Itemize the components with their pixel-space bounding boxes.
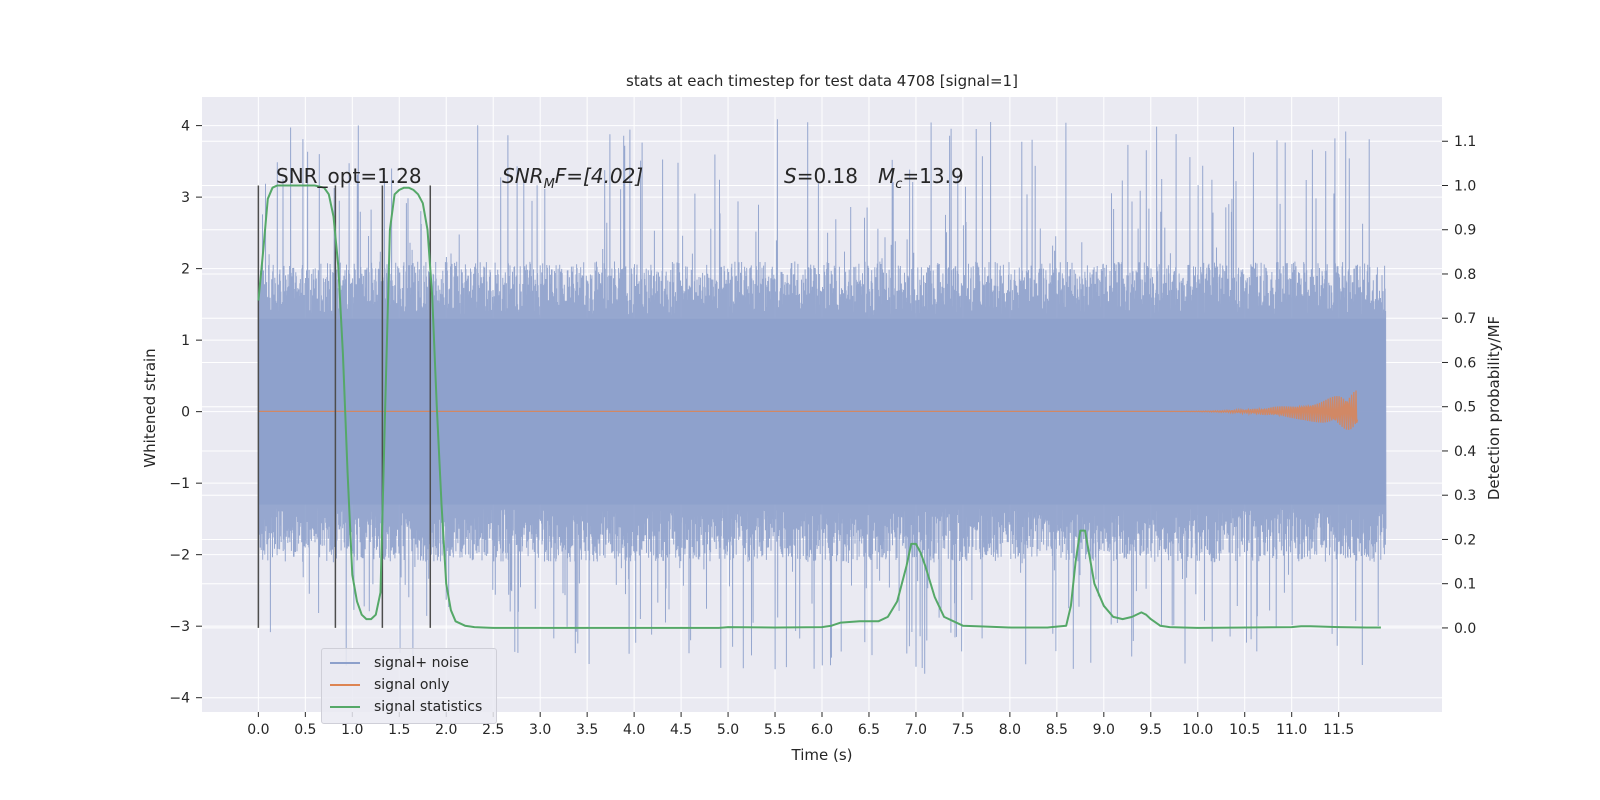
noise-trace [257, 119, 1387, 674]
legend-item-signal-plus-noise: signal+ noise [330, 652, 469, 674]
statistics-line [257, 184, 1381, 629]
x-axis-label: Time (s) [791, 746, 853, 764]
y-tick-label: 4 [181, 119, 190, 135]
s-value: =0.18 [796, 164, 858, 188]
x-tick-label: 10.5 [1229, 722, 1260, 738]
right-y-tick-label: 0.1 [1454, 577, 1476, 593]
snr-opt-text: SNR_opt=1.28 [276, 164, 422, 188]
chart-title: stats at each timestep for test data 470… [626, 72, 1018, 90]
signal-statistics-series [257, 184, 1381, 629]
y-tick-label: −2 [169, 548, 190, 564]
right-y-axis-label: Detection probability/MF [1485, 315, 1503, 501]
right-y-tick-label: 0.7 [1454, 311, 1476, 327]
x-tick-label: 11.0 [1276, 722, 1307, 738]
snr-opt-annotation: SNR_opt=1.28 [276, 164, 422, 188]
y-tick-label: −1 [169, 476, 190, 492]
x-tick-label: 7.0 [905, 722, 927, 738]
x-tick-label: 3.0 [529, 722, 551, 738]
y-tick-label: −3 [169, 619, 190, 635]
mc-value: =13.9 [902, 164, 964, 188]
snr-mf-symbol: SNR [502, 164, 544, 188]
x-tick-label: 9.5 [1140, 722, 1162, 738]
right-y-tick-label: 0.0 [1454, 621, 1476, 637]
right-y-tick-label: 0.9 [1454, 223, 1476, 239]
legend-label: signal only [374, 677, 450, 693]
snr-mf-subscript: M [543, 177, 555, 192]
x-tick-label: 2.5 [482, 722, 504, 738]
y-tick-label: −4 [169, 691, 190, 707]
x-tick-label: 0.0 [247, 722, 269, 738]
legend-item-signal-statistics: signal statistics [330, 696, 482, 718]
legend-label: signal statistics [374, 699, 483, 715]
legend-swatch [330, 706, 360, 708]
y-tick-label: 2 [181, 262, 190, 278]
right-y-tick-label: 0.2 [1454, 532, 1476, 548]
legend-label: signal+ noise [374, 655, 469, 671]
legend-swatch [330, 684, 360, 686]
x-tick-label: 6.0 [811, 722, 833, 738]
x-tick-label: 8.5 [1046, 722, 1068, 738]
signal-only-series [258, 390, 1359, 430]
x-tick-label: 7.5 [952, 722, 974, 738]
chirp-trace [258, 390, 1359, 430]
snr-mf-annotation: SNRMF=[4.02] [502, 164, 643, 192]
x-tick-label: 1.0 [341, 722, 363, 738]
x-tick-label: 6.5 [858, 722, 880, 738]
x-axis-ticks: 0.0 0.5 1.0 1.5 2.0 2.5 3.0 3.5 4.0 4.5 5.0 5.5 6.0 6… [247, 712, 1354, 738]
mc-symbol: M [878, 164, 896, 188]
y-axis-ticks: 4 3 2 1 0 −1 −2 −3 −4 [169, 119, 202, 707]
y-tick-label: 0 [181, 405, 190, 421]
right-y-axis-ticks: 1.1 1.0 0.9 0.8 0.7 0.6 0.5 0.4 0.3 0.2 0.1 0.0 [1442, 134, 1476, 637]
x-tick-label: 11.5 [1323, 722, 1354, 738]
y-tick-label: 1 [181, 333, 190, 349]
x-tick-label: 5.0 [717, 722, 739, 738]
x-tick-label: 1.5 [388, 722, 410, 738]
x-tick-label: 0.5 [294, 722, 316, 738]
mc-subscript: c [895, 177, 903, 192]
right-y-tick-label: 1.1 [1454, 134, 1476, 150]
legend-item-signal-only: signal only [330, 674, 449, 696]
right-y-tick-label: 1.0 [1454, 178, 1476, 194]
s-symbol: S [784, 164, 797, 188]
x-tick-label: 2.0 [435, 722, 457, 738]
right-y-tick-label: 0.4 [1454, 444, 1476, 460]
legend: signal+ noise signal only signal statist… [321, 648, 497, 724]
x-tick-label: 4.5 [670, 722, 692, 738]
right-y-tick-label: 0.5 [1454, 400, 1476, 416]
right-y-tick-label: 0.3 [1454, 488, 1476, 504]
legend-swatch [330, 662, 360, 664]
right-y-tick-label: 0.6 [1454, 355, 1476, 371]
x-tick-label: 4.0 [623, 722, 645, 738]
x-tick-label: 9.0 [1093, 722, 1115, 738]
x-tick-label: 3.5 [576, 722, 598, 738]
snr-mf-value: F=[4.02] [554, 164, 644, 188]
s-annotation: S=0.18 [784, 164, 858, 188]
right-y-tick-label: 0.8 [1454, 267, 1476, 283]
y-axis-label: Whitened strain [141, 348, 159, 468]
y-tick-label: 3 [181, 190, 190, 206]
x-tick-label: 8.0 [999, 722, 1021, 738]
x-tick-label: 5.5 [764, 722, 786, 738]
mc-annotation: Mc=13.9 [878, 164, 964, 192]
x-tick-label: 10.0 [1182, 722, 1213, 738]
